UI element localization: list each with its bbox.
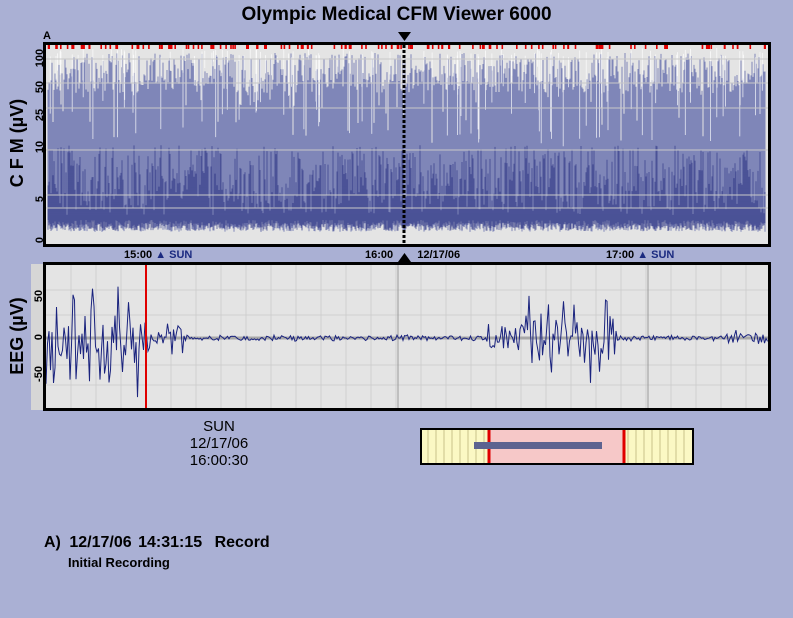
navigation-ticks xyxy=(427,430,685,463)
cursor-date: 12/17/06 xyxy=(189,435,249,452)
cursor-time: 16:00:30 xyxy=(189,452,249,469)
time-label-1700: 17:00 ▲ SUN xyxy=(606,249,674,261)
app-title: Olympic Medical CFM Viewer 6000 xyxy=(241,4,552,25)
cfm-trend-plot[interactable] xyxy=(46,45,768,244)
eeg-waveform-plot[interactable] xyxy=(46,265,768,408)
eeg-panel[interactable] xyxy=(43,262,771,411)
cfm-trend-panel[interactable] xyxy=(43,42,771,247)
time-label-day: 12/17/06 xyxy=(417,249,461,261)
event-note: Initial Recording xyxy=(68,555,170,570)
cursor-top-arrow-icon[interactable] xyxy=(398,32,412,42)
event-label: A) xyxy=(44,534,61,551)
time-label-1600: 16:00 12/17/06 xyxy=(365,249,460,261)
cursor-bottom-arrow-icon[interactable] xyxy=(398,253,412,263)
time-label-day-text: SUN xyxy=(169,249,193,261)
event-time: 14:31:15 xyxy=(138,534,203,551)
cfm-axis-label: C F M (µV) xyxy=(7,98,27,188)
event-type: Record xyxy=(214,534,270,551)
time-label-time: 15:00 xyxy=(124,249,153,261)
time-label-time: 17:00 xyxy=(606,249,635,261)
event-marker-a[interactable]: A xyxy=(43,30,51,42)
cursor-readout: SUN 12/17/06 16:00:30 xyxy=(159,418,279,469)
time-label-day-text: SUN xyxy=(651,249,675,261)
time-label-day: ▲ SUN xyxy=(155,249,193,261)
navigation-overview[interactable] xyxy=(420,428,694,465)
time-label-day: ▲ SUN xyxy=(637,249,675,261)
eeg-axis-label: EEG (µV) xyxy=(7,297,27,375)
event-log-entry[interactable]: A) 12/17/06 14:31:15 Record xyxy=(44,534,270,552)
time-label-1500: 15:00 ▲ SUN xyxy=(124,249,192,261)
time-label-time: 16:00 xyxy=(365,249,394,261)
cursor-day: SUN xyxy=(203,418,235,435)
eeg-scale-strip xyxy=(31,264,45,410)
event-date: 12/17/06 xyxy=(69,534,132,551)
